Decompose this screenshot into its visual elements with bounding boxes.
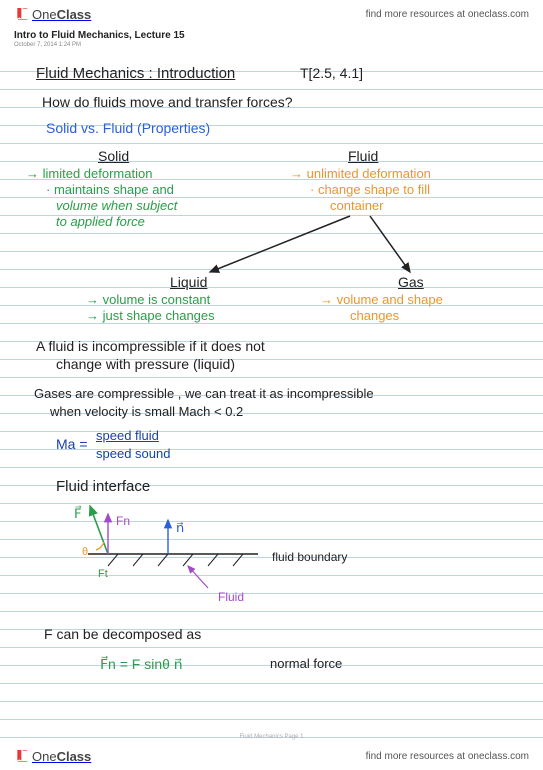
header-bar: OneClass find more resources at oneclass… bbox=[0, 0, 543, 28]
gas-line1: → volume and shape bbox=[320, 292, 443, 308]
fluid-label: Fluid bbox=[218, 590, 244, 604]
vec-F-label: F⃗ bbox=[74, 506, 81, 522]
para1-b: change with pressure (liquid) bbox=[56, 356, 235, 373]
solid-line4: to applied force bbox=[56, 214, 145, 230]
fluid-line2: · change shape to fill bbox=[310, 182, 430, 198]
normal-force-label: normal force bbox=[270, 656, 342, 672]
liquid-line2: → just shape changes bbox=[86, 308, 215, 324]
normal-force-eq: F⃗n = F sinθ n⃗ bbox=[100, 656, 183, 673]
mach-denominator: speed sound bbox=[96, 446, 170, 462]
gas-line2: changes bbox=[350, 308, 399, 324]
solid-line2: · maintains shape and bbox=[46, 182, 174, 198]
resources-link-bottom[interactable]: find more resources at oneclass.com bbox=[366, 751, 529, 762]
vec-Fn-label: Fn bbox=[116, 514, 130, 528]
mach-numerator: speed fluid bbox=[96, 428, 159, 444]
para2-b: when velocity is small Mach < 0.2 bbox=[50, 404, 243, 420]
theta-label: θ bbox=[82, 546, 88, 559]
para1-a: A fluid is incompressible if it does not bbox=[36, 338, 265, 355]
fluid-line1: → unlimited deformation bbox=[290, 166, 431, 182]
brand-text-footer: OneClass bbox=[32, 749, 91, 764]
brand-logo[interactable]: OneClass bbox=[14, 6, 91, 22]
fluid-interface-heading: Fluid interface bbox=[56, 478, 150, 496]
mach-eq-lhs: Ma = bbox=[56, 436, 88, 453]
solid-vs-fluid: Solid vs. Fluid (Properties) bbox=[46, 120, 210, 137]
fluid-boundary-label: fluid boundary bbox=[272, 550, 347, 564]
decompose-line: F can be decomposed as bbox=[44, 626, 201, 643]
book-icon bbox=[14, 6, 30, 22]
footer-bar: OneClass find more resources at oneclass… bbox=[0, 742, 543, 770]
title-ref: T[2.5, 4.1] bbox=[300, 65, 363, 82]
solid-line3: volume when subject bbox=[56, 198, 177, 214]
liquid-heading: Liquid bbox=[170, 274, 207, 291]
brand-text: OneClass bbox=[32, 7, 91, 22]
Ft-label: Ft bbox=[98, 568, 108, 581]
brand-logo-footer[interactable]: OneClass bbox=[14, 748, 91, 764]
title-underlined: Fluid Mechanics : Introduction bbox=[36, 65, 235, 83]
page-title: Intro to Fluid Mechanics, Lecture 15 bbox=[14, 30, 185, 41]
solid-heading: Solid bbox=[98, 148, 129, 165]
question-line: How do fluids move and transfer forces? bbox=[42, 94, 293, 111]
para2-a: Gases are compressible , we can treat it… bbox=[34, 386, 374, 402]
fluid-line3: container bbox=[330, 198, 383, 214]
liquid-line1: → volume is constant bbox=[86, 292, 210, 308]
page-footer-label: Fluid Mechanics Page 1 bbox=[239, 734, 303, 740]
fluid-heading: Fluid bbox=[348, 148, 378, 165]
page-meta: October 7, 2014 1:24 PM bbox=[14, 42, 81, 48]
book-icon bbox=[14, 748, 30, 764]
gas-heading: Gas bbox=[398, 274, 424, 291]
solid-line1: → limited deformation bbox=[26, 166, 152, 182]
resources-link-top[interactable]: find more resources at oneclass.com bbox=[366, 9, 529, 20]
vec-n-label: n⃗ bbox=[176, 520, 184, 536]
